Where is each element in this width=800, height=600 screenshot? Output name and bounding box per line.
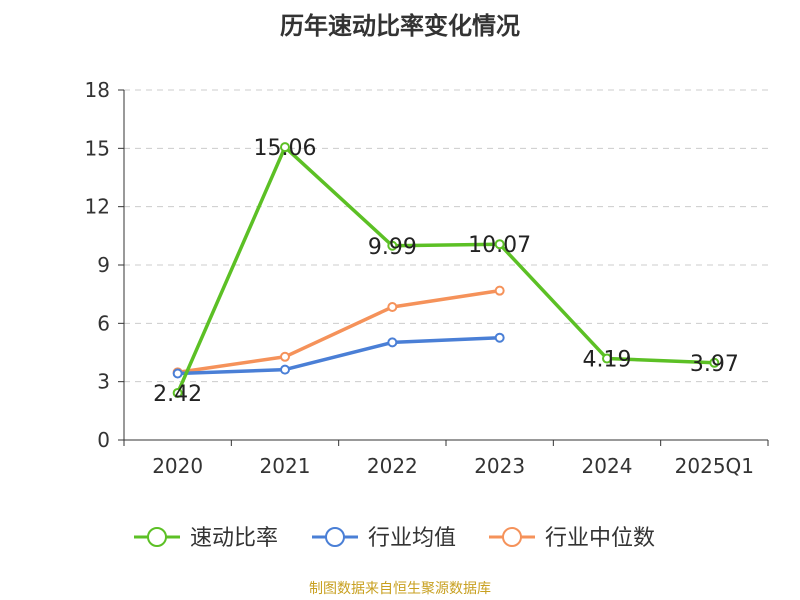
y-tick-label: 12 xyxy=(85,195,110,219)
series-line xyxy=(176,145,715,394)
data-label: 4.19 xyxy=(583,348,632,373)
legend-label: 行业中位数 xyxy=(545,526,655,551)
legend-item[interactable]: 行业均值 xyxy=(312,526,456,551)
data-label: 3.97 xyxy=(690,352,739,377)
grid-lines xyxy=(124,89,768,383)
x-tick-label: 2020 xyxy=(152,454,203,478)
source-note: 制图数据来自恒生聚源数据库 xyxy=(309,581,491,597)
data-point[interactable] xyxy=(387,302,398,312)
legend-marker xyxy=(147,527,167,547)
data-point[interactable] xyxy=(494,239,505,250)
y-tick-label: 15 xyxy=(85,136,110,160)
data-point[interactable] xyxy=(172,368,183,379)
legend-item[interactable]: 速动比率 xyxy=(134,526,278,551)
x-tick-label: 2023 xyxy=(474,454,525,478)
x-tick-label: 2024 xyxy=(582,454,633,478)
x-tick-label: 2025Q1 xyxy=(675,454,754,478)
series-lines xyxy=(172,142,720,398)
chart-title: 历年速动比率变化情况 xyxy=(280,12,520,40)
data-point[interactable] xyxy=(387,240,398,251)
axes: 0 3 6 9 12 15 18 2020 2021 2022 2023 2024 2025Q1 xyxy=(85,78,769,478)
x-tick-label: 2021 xyxy=(260,454,311,478)
series-line xyxy=(177,335,500,376)
legend-item[interactable]: 行业中位数 xyxy=(489,526,655,551)
y-tick-label: 18 xyxy=(85,78,110,102)
data-point[interactable] xyxy=(280,142,290,153)
y-tick-label: 0 xyxy=(97,428,110,452)
data-point[interactable] xyxy=(280,351,290,362)
data-labels: 2.42 15.06 9.99 10.07 4.19 3.97 xyxy=(153,136,739,407)
x-tick-label: 2022 xyxy=(367,454,418,478)
series-line xyxy=(177,288,500,375)
legend-label: 速动比率 xyxy=(190,526,278,551)
y-tick-label: 3 xyxy=(97,370,110,394)
data-point[interactable] xyxy=(494,285,505,296)
data-label: 9.99 xyxy=(368,235,417,260)
y-tick-label: 6 xyxy=(97,311,110,335)
data-point[interactable] xyxy=(387,337,398,348)
data-point[interactable] xyxy=(709,357,720,368)
data-label: 15.06 xyxy=(254,136,317,161)
data-label: 10.07 xyxy=(468,233,531,258)
legend-marker xyxy=(325,527,345,547)
data-point[interactable] xyxy=(602,353,612,364)
data-point[interactable] xyxy=(172,387,183,398)
data-point[interactable] xyxy=(280,364,290,375)
data-label: 2.42 xyxy=(153,382,202,407)
y-tick-label: 9 xyxy=(97,253,110,277)
legend[interactable]: 速动比率 行业均值 行业中位数 xyxy=(134,526,655,551)
legend-label: 行业均值 xyxy=(368,526,456,551)
data-point[interactable] xyxy=(494,332,505,343)
legend-marker xyxy=(502,527,522,547)
